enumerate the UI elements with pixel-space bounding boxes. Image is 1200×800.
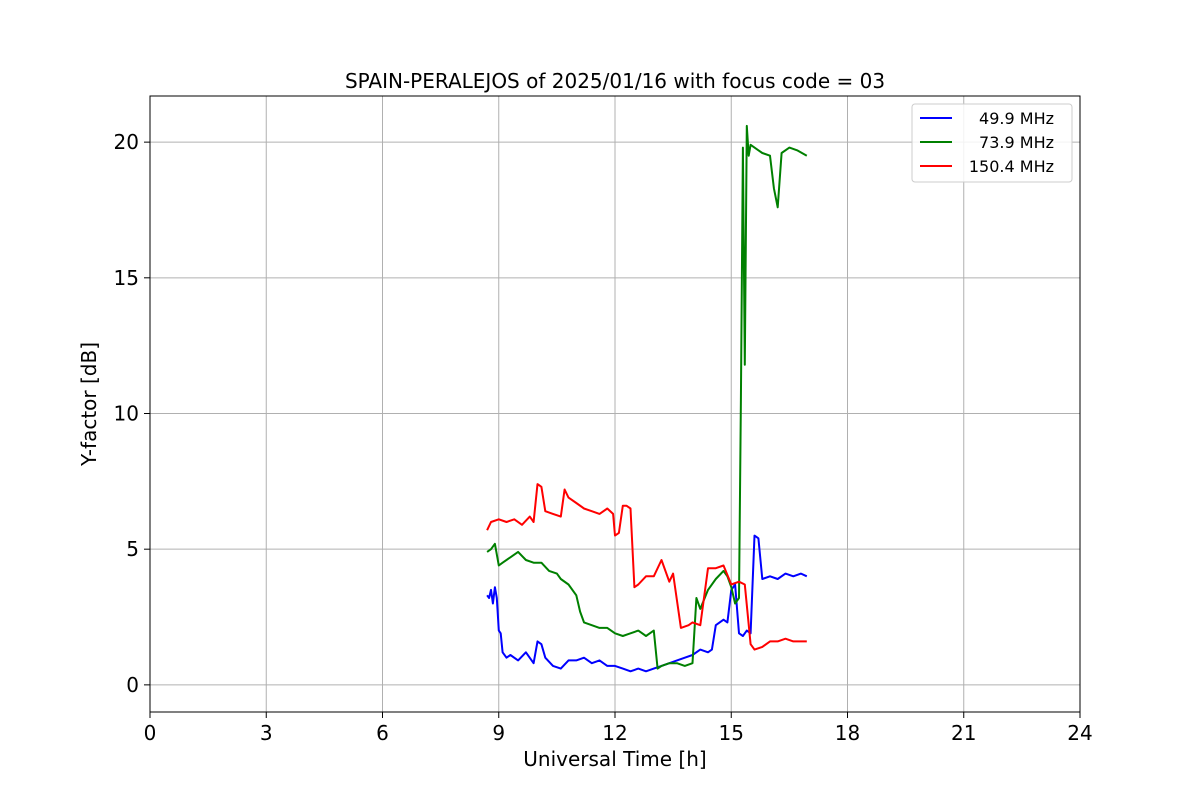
x-tick-label: 6 — [376, 721, 389, 745]
legend-label: 73.9 MHz — [979, 133, 1054, 152]
series-line-3 — [486, 483, 807, 651]
x-tick-label: 24 — [1067, 721, 1092, 745]
series-line-2 — [486, 124, 808, 670]
x-tick-label: 0 — [144, 721, 157, 745]
chart-title: SPAIN-PERALEJOS of 2025/01/16 with focus… — [345, 69, 885, 93]
ticks: 0 3 6 9 12 15 18 21 24 0 5 10 15 20 — [114, 130, 1093, 745]
y-axis-label: Y-factor [dB] — [77, 342, 101, 467]
legend-label: 150.4 MHz — [969, 157, 1054, 176]
x-tick-label: 18 — [835, 721, 860, 745]
x-axis-label: Universal Time [h] — [523, 747, 706, 771]
y-tick-label: 0 — [126, 673, 139, 697]
legend: 49.9 MHz 73.9 MHz 150.4 MHz — [911, 103, 1073, 183]
y-tick-label: 15 — [114, 266, 139, 290]
y-tick-label: 10 — [114, 401, 139, 425]
y-tick-label: 5 — [126, 537, 139, 561]
x-tick-label: 3 — [260, 721, 273, 745]
x-tick-label: 12 — [602, 721, 627, 745]
series-line-1 — [486, 534, 808, 673]
legend-box — [911, 103, 1073, 183]
y-tick-label: 20 — [114, 130, 139, 154]
x-tick-label: 15 — [719, 721, 744, 745]
legend-label: 49.9 MHz — [979, 109, 1054, 128]
x-tick-label: 21 — [951, 721, 976, 745]
grid — [149, 96, 1081, 712]
series-layer — [486, 124, 808, 673]
x-tick-label: 9 — [492, 721, 505, 745]
